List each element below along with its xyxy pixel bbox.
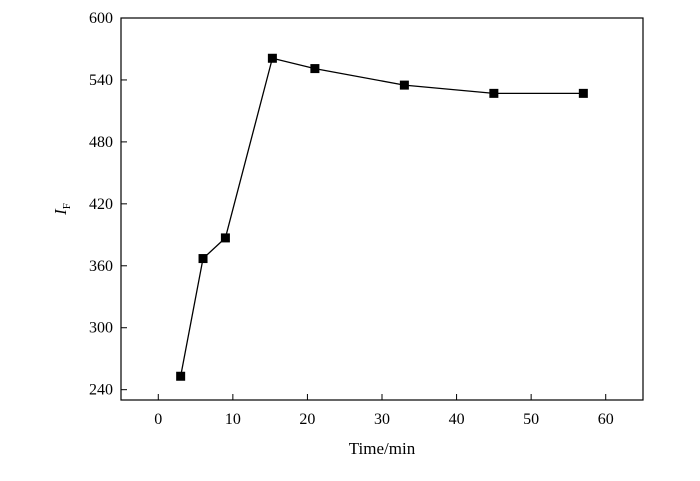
series-line: [180, 57, 584, 377]
x-tick-label-4: 40: [449, 411, 465, 428]
x-tick-label-6: 60: [598, 411, 614, 428]
y-tick-label-0: 240: [89, 382, 113, 399]
y-tick-label-6: 600: [89, 10, 113, 27]
x-tick-label-2: 20: [299, 411, 315, 428]
data-point-7: [578, 88, 588, 98]
y-tick-label-4: 480: [89, 134, 113, 151]
data-point-4: [310, 64, 320, 74]
data-point-0: [176, 371, 186, 381]
y-tick-label-1: 300: [89, 320, 113, 337]
x-tick-label-5: 50: [523, 411, 539, 428]
data-point-6: [489, 88, 499, 98]
x-tick-label-1: 10: [225, 411, 241, 428]
x-axis: 0 10 20 30 40 50 60: [154, 394, 614, 428]
series-markers: [176, 53, 588, 381]
y-axis-title: IF: [51, 203, 73, 216]
x-tick-label-0: 0: [154, 411, 162, 428]
x-axis-title: Time/min: [349, 439, 416, 458]
data-point-5: [399, 80, 409, 90]
y-axis-title-main: I: [51, 208, 70, 216]
data-point-3: [267, 53, 277, 63]
y-axis: 240 300 360 420 480 540 600: [89, 10, 127, 399]
y-tick-label-3: 420: [89, 196, 113, 213]
y-tick-label-5: 540: [89, 72, 113, 89]
y-axis-title-subscript: F: [61, 203, 73, 209]
x-tick-label-3: 30: [374, 411, 390, 428]
y-tick-label-2: 360: [89, 258, 113, 275]
data-point-1: [198, 254, 208, 264]
plot-frame: [120, 17, 644, 401]
data-point-2: [220, 233, 230, 243]
